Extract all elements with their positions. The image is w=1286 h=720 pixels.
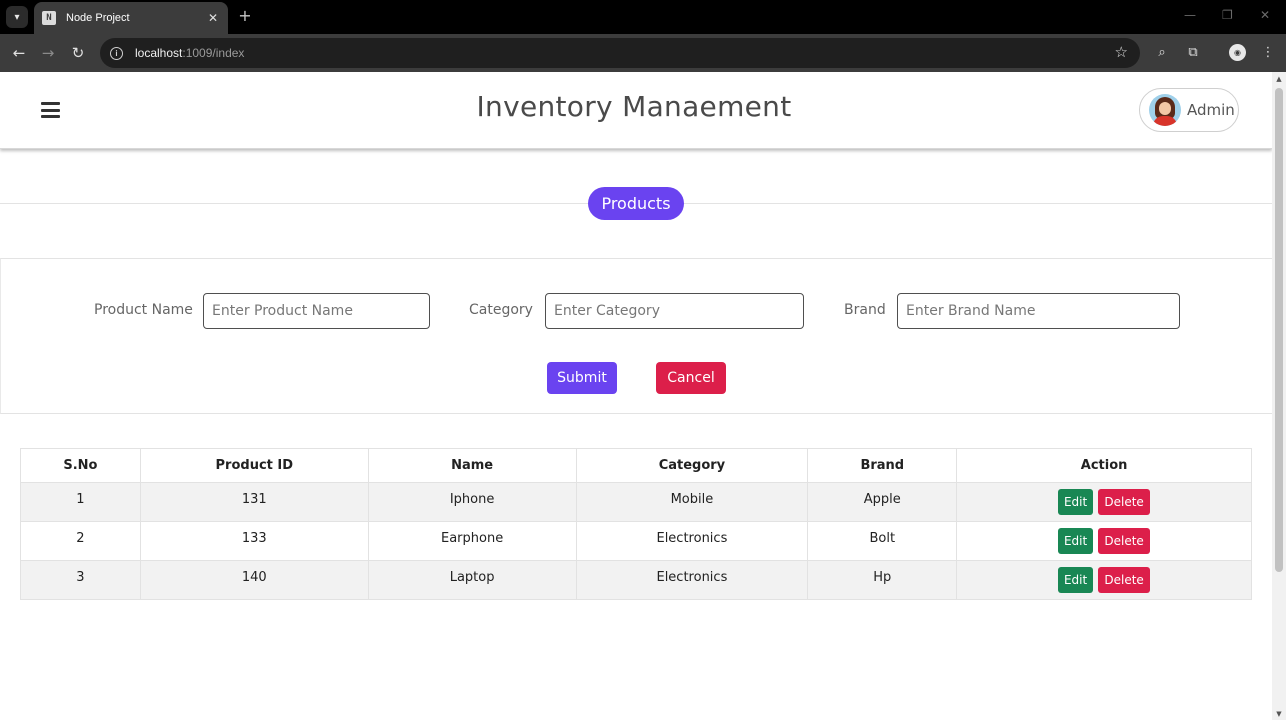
scroll-thumb[interactable] [1275, 88, 1283, 572]
column-header-sno: S.No [20, 448, 141, 483]
column-header-name: Name [367, 448, 577, 483]
delete-button[interactable]: Delete [1098, 489, 1151, 515]
address-bar[interactable]: i localhost:1009/index ☆ [100, 38, 1140, 68]
reload-icon[interactable]: ↻ [71, 44, 85, 62]
lens-icon[interactable]: ⌕ [1158, 45, 1166, 60]
cell-sno: 1 [20, 482, 141, 522]
browser-tab-bar: ▾ N Node Project ✕ + — ❐ ✕ [0, 0, 1286, 34]
page-title: Inventory Manaement [476, 90, 792, 123]
user-name: Admin [1187, 101, 1235, 119]
cell-product-id: 140 [139, 560, 369, 600]
cell-action: Edit Delete [956, 521, 1252, 561]
cell-category: Electronics [575, 560, 809, 600]
table-row: 1 131 Iphone Mobile Apple Edit Delete [20, 482, 1252, 522]
product-form: Product Name Category Brand Submit Cance… [0, 258, 1272, 414]
info-icon[interactable]: i [110, 46, 123, 60]
cell-brand: Bolt [807, 521, 958, 561]
tab-search-icon[interactable]: ▾ [6, 6, 28, 28]
app-header: Inventory Manaement Admin [0, 72, 1272, 149]
cell-sno: 2 [20, 521, 141, 561]
column-header-category: Category [575, 448, 809, 483]
table-row: 2 133 Earphone Electronics Bolt Edit Dele… [20, 521, 1252, 561]
favicon-icon: N [42, 11, 56, 25]
product-name-input[interactable] [203, 293, 430, 329]
table-header-row: S.No Product ID Name Category Brand Acti… [20, 448, 1252, 483]
profile-icon[interactable]: ◉ [1229, 44, 1246, 61]
category-label: Category [469, 302, 533, 318]
cell-product-id: 131 [139, 482, 369, 522]
browser-tab[interactable]: N Node Project ✕ [34, 2, 228, 34]
url-text[interactable]: localhost:1009/index [135, 46, 245, 60]
kebab-menu-icon[interactable]: ⋮ [1261, 45, 1275, 60]
delete-button[interactable]: Delete [1098, 567, 1151, 593]
table-row: 3 140 Laptop Electronics Hp Edit Delete [20, 560, 1252, 600]
cancel-button[interactable]: Cancel [656, 362, 726, 394]
cell-product-id: 133 [139, 521, 369, 561]
tab-title: Node Project [66, 12, 130, 24]
column-header-action: Action [956, 448, 1252, 483]
minimize-icon[interactable]: — [1184, 8, 1196, 22]
plus-icon[interactable]: + [238, 6, 252, 25]
category-input[interactable] [545, 293, 804, 329]
maximize-icon[interactable]: ❐ [1222, 8, 1233, 22]
page-viewport: Inventory Manaement Admin Products Produ… [0, 72, 1272, 720]
forward-arrow-icon[interactable]: → [41, 44, 55, 62]
brand-input[interactable] [897, 293, 1180, 329]
products-heading-badge: Products [588, 187, 684, 220]
column-header-brand: Brand [807, 448, 958, 483]
avatar [1149, 94, 1181, 126]
window-close-icon[interactable]: ✕ [1260, 8, 1271, 22]
extensions-icon[interactable]: ⧉ [1188, 45, 1198, 60]
browser-toolbar: ← → ↻ i localhost:1009/index ☆ ⌕ ⧉ ◉ ⋮ [0, 34, 1286, 72]
product-name-label: Product Name [94, 302, 193, 318]
cell-sno: 3 [20, 560, 141, 600]
products-table-container: S.No Product ID Name Category Brand Acti… [20, 448, 1252, 600]
scroll-down-icon[interactable]: ▼ [1276, 710, 1282, 718]
cell-category: Mobile [575, 482, 809, 522]
brand-label: Brand [844, 302, 886, 318]
user-menu-button[interactable]: Admin [1139, 88, 1239, 132]
cell-category: Electronics [575, 521, 809, 561]
close-icon[interactable]: ✕ [207, 11, 219, 25]
cell-brand: Apple [807, 482, 958, 522]
edit-button[interactable]: Edit [1058, 567, 1094, 593]
products-table: S.No Product ID Name Category Brand Acti… [20, 448, 1252, 600]
back-arrow-icon[interactable]: ← [12, 44, 26, 62]
page-scrollbar[interactable]: ▲ ▼ [1272, 72, 1286, 720]
cell-action: Edit Delete [956, 560, 1252, 600]
hamburger-icon[interactable] [41, 102, 60, 118]
delete-button[interactable]: Delete [1098, 528, 1151, 554]
scroll-up-icon[interactable]: ▲ [1276, 75, 1282, 83]
cell-name: Iphone [367, 482, 577, 522]
star-icon[interactable]: ☆ [1114, 43, 1128, 61]
edit-button[interactable]: Edit [1058, 489, 1094, 515]
cell-action: Edit Delete [956, 482, 1252, 522]
cell-name: Earphone [367, 521, 577, 561]
submit-button[interactable]: Submit [547, 362, 617, 394]
cell-brand: Hp [807, 560, 958, 600]
cell-name: Laptop [367, 560, 577, 600]
edit-button[interactable]: Edit [1058, 528, 1094, 554]
column-header-product-id: Product ID [139, 448, 369, 483]
